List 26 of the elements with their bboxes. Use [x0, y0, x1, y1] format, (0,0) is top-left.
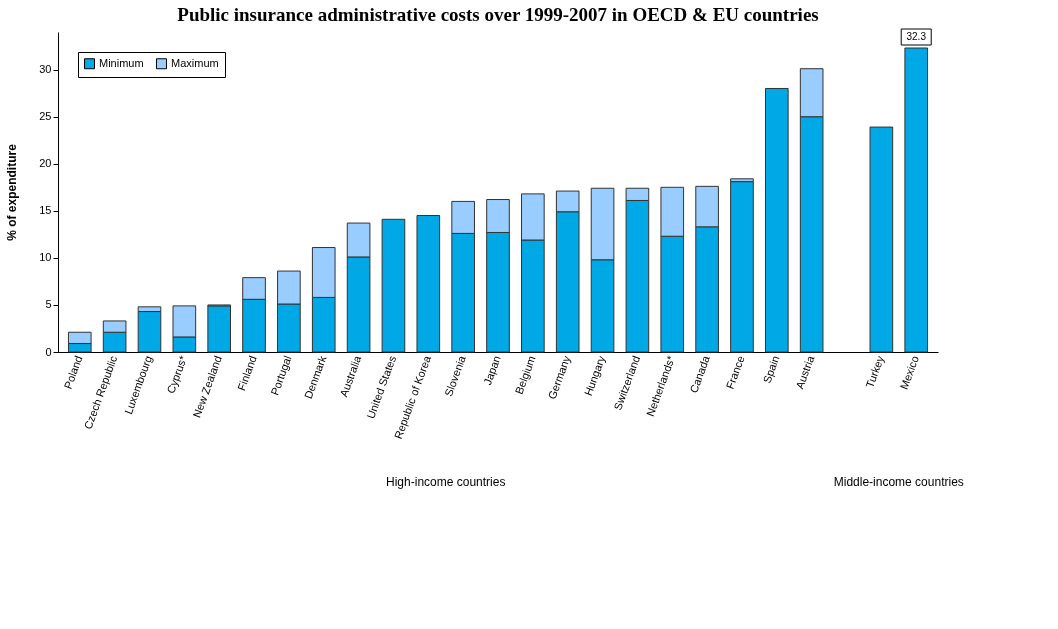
x-tick-label: Austria — [793, 353, 817, 391]
bar — [730, 181, 754, 353]
x-tick-label: Cyprus* — [164, 353, 190, 395]
bar — [764, 87, 789, 353]
y-tick-label: 15 — [39, 204, 52, 217]
legend-label: Minimum — [99, 56, 144, 69]
y-tick-label: 20 — [39, 157, 52, 170]
y-tick-label: 10 — [39, 251, 52, 264]
x-tick-label: Spain — [760, 354, 782, 385]
y-tick-label: 25 — [39, 110, 52, 123]
x-tick-label: United States — [364, 353, 399, 421]
bar — [869, 126, 894, 353]
text: High-income countries — [386, 475, 506, 489]
data-label: 32.3 — [906, 31, 927, 42]
y-tick-label: 0 — [45, 345, 52, 358]
legend-label: Maximum — [171, 56, 219, 69]
x-tick-label: France — [723, 354, 747, 391]
bar — [381, 218, 406, 353]
y-axis-title: % of expenditure — [5, 143, 20, 241]
bar — [207, 305, 232, 353]
chart-title: Public insurance administrative costs over 1999-2007 in OECD & EU countries — [177, 3, 819, 25]
y-tick-label: 30 — [39, 63, 52, 76]
y-tick-label: 5 — [45, 298, 52, 311]
text: Middle-income countries — [833, 475, 964, 489]
x-tick-label: Japan — [481, 354, 503, 387]
bar — [416, 215, 441, 353]
